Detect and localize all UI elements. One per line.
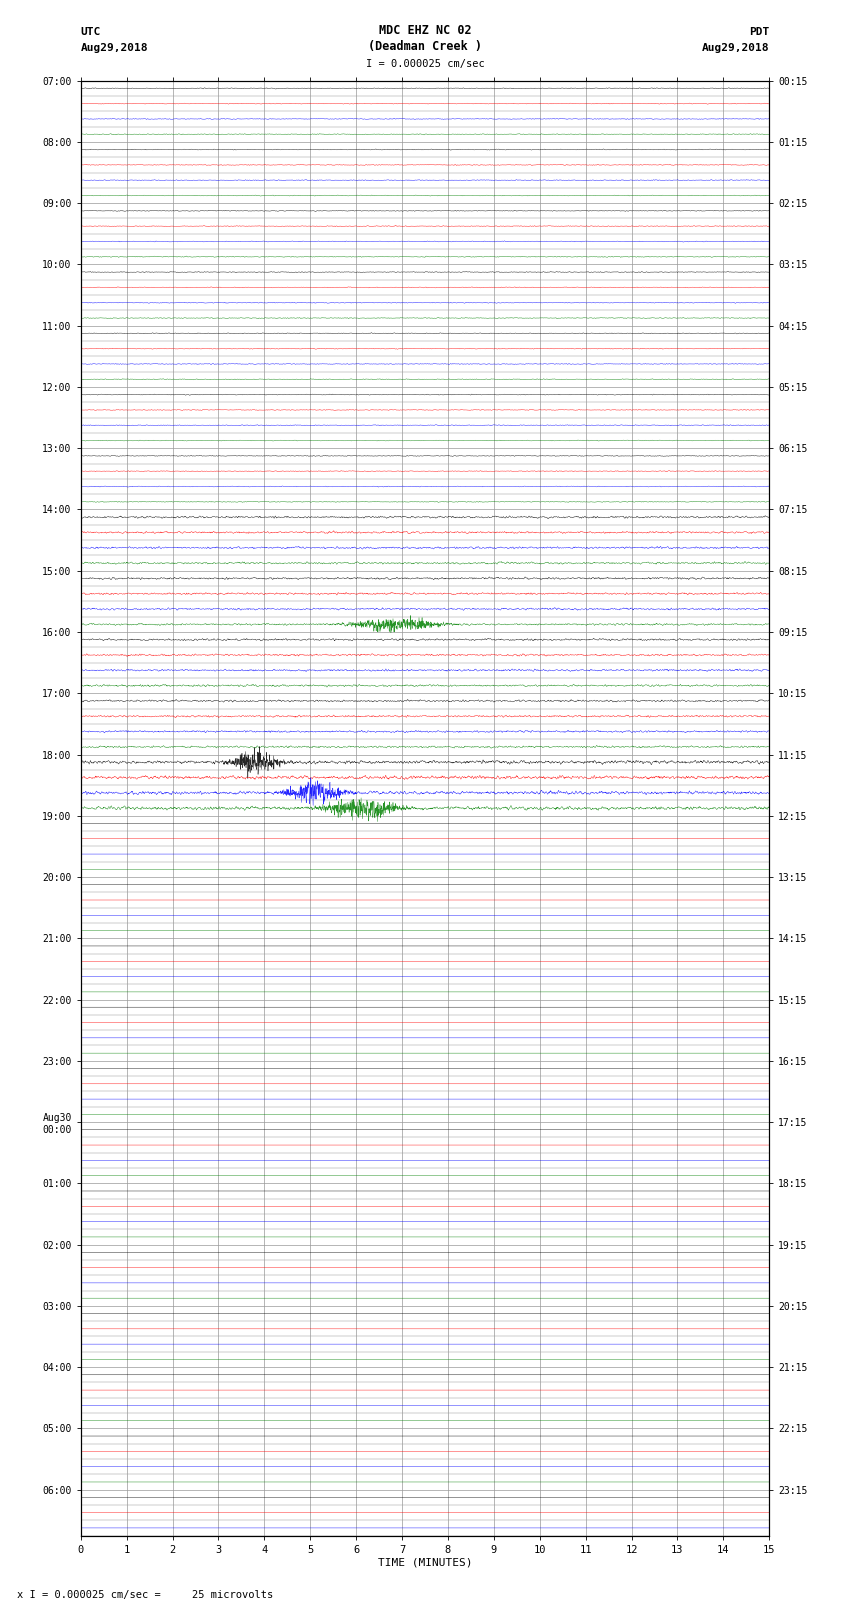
Text: UTC: UTC <box>81 27 101 37</box>
X-axis label: TIME (MINUTES): TIME (MINUTES) <box>377 1558 473 1568</box>
Text: PDT: PDT <box>749 27 769 37</box>
Text: Aug29,2018: Aug29,2018 <box>81 44 148 53</box>
Text: (Deadman Creek ): (Deadman Creek ) <box>368 40 482 53</box>
Text: x I = 0.000025 cm/sec =     25 microvolts: x I = 0.000025 cm/sec = 25 microvolts <box>17 1590 273 1600</box>
Text: Aug29,2018: Aug29,2018 <box>702 44 769 53</box>
Text: MDC EHZ NC 02: MDC EHZ NC 02 <box>379 24 471 37</box>
Text: I = 0.000025 cm/sec: I = 0.000025 cm/sec <box>366 60 484 69</box>
